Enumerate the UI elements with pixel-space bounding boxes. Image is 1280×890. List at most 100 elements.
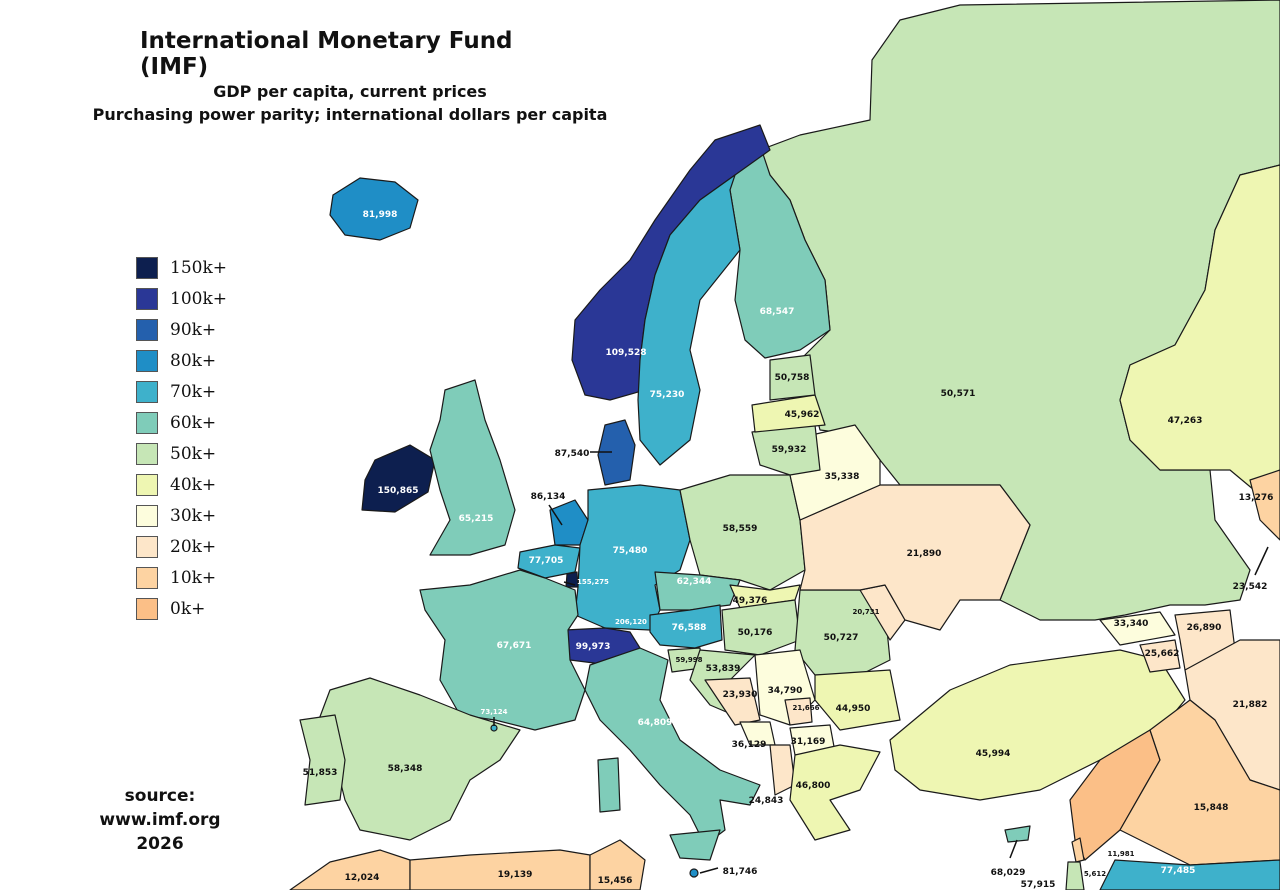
label-switzerland: 99,973 bbox=[576, 642, 611, 652]
legend-label: 20k+ bbox=[170, 536, 217, 557]
label-bosnia: 23,930 bbox=[723, 690, 758, 700]
label-turkey: 45,994 bbox=[976, 749, 1011, 759]
legend-label: 90k+ bbox=[170, 319, 217, 340]
legend-swatch bbox=[136, 380, 158, 403]
region-georgia bbox=[1099, 611, 1176, 646]
label-latvia: 45,962 bbox=[785, 410, 820, 420]
label-slovenia: 59,998 bbox=[675, 656, 702, 664]
label-belarus: 35,338 bbox=[825, 472, 860, 482]
legend-item: 20k+ bbox=[136, 531, 227, 562]
label-lebanon: 5,612 bbox=[1084, 870, 1106, 878]
label-sweden: 75,230 bbox=[650, 390, 685, 400]
region-denmark bbox=[597, 419, 636, 486]
label-malta: 81,746 bbox=[723, 867, 758, 877]
subtitle-line-1: GDP per capita, current prices bbox=[213, 82, 487, 101]
legend-item: 150k+ bbox=[136, 252, 227, 283]
legend-item: 100k+ bbox=[136, 283, 227, 314]
label-north-macedonia: 31,169 bbox=[791, 737, 826, 747]
label-uzbekistan: 13,276 bbox=[1239, 493, 1274, 503]
map-subtitle: GDP per capita, current prices Purchasin… bbox=[70, 80, 630, 126]
legend-label: 70k+ bbox=[170, 381, 217, 402]
label-saudi-arabia: 77,485 bbox=[1161, 866, 1196, 876]
label-finland: 68,547 bbox=[760, 307, 795, 317]
label-azerbaijan: 23,542 bbox=[1233, 582, 1268, 592]
label-uk: 65,215 bbox=[459, 514, 494, 524]
region-portugal bbox=[299, 714, 346, 806]
legend-swatch bbox=[136, 349, 158, 372]
label-albania: 24,843 bbox=[749, 796, 784, 806]
region-uk bbox=[429, 379, 516, 556]
region-czechia bbox=[654, 571, 741, 611]
label-estonia: 50,758 bbox=[775, 373, 810, 383]
label-montenegro: 36,129 bbox=[732, 740, 767, 750]
region-ireland bbox=[361, 444, 436, 513]
label-serbia: 34,790 bbox=[768, 686, 803, 696]
map-title: International Monetary Fund (IMF) bbox=[140, 28, 513, 80]
label-greece: 46,800 bbox=[796, 781, 831, 791]
label-poland: 58,559 bbox=[723, 524, 758, 534]
label-kazakhstan: 47,263 bbox=[1168, 416, 1203, 426]
legend-swatch bbox=[136, 287, 158, 310]
label-austria: 76,588 bbox=[672, 623, 707, 633]
legend-swatch bbox=[136, 504, 158, 527]
legend-item: 10k+ bbox=[136, 562, 227, 593]
legend-item: 80k+ bbox=[136, 345, 227, 376]
label-spain: 58,348 bbox=[388, 764, 423, 774]
region-austria bbox=[649, 604, 723, 649]
legend-label: 100k+ bbox=[170, 288, 227, 309]
label-bulgaria: 44,950 bbox=[836, 704, 871, 714]
label-czechia: 62,344 bbox=[677, 577, 712, 587]
subtitle-line-2: Purchasing power parity; international d… bbox=[92, 105, 608, 124]
label-slovakia: 49,376 bbox=[733, 596, 768, 606]
label-kosovo: 21,666 bbox=[792, 704, 819, 712]
legend-label: 10k+ bbox=[170, 567, 217, 588]
label-france: 67,671 bbox=[497, 641, 532, 651]
region-uzbekistan bbox=[1249, 469, 1280, 541]
region-cyprus bbox=[1004, 825, 1031, 843]
legend-swatch bbox=[136, 597, 158, 620]
label-iraq: 15,848 bbox=[1194, 803, 1229, 813]
legend-label: 40k+ bbox=[170, 474, 217, 495]
label-romania: 50,727 bbox=[824, 633, 859, 643]
legend-label: 80k+ bbox=[170, 350, 217, 371]
region-poland bbox=[679, 474, 806, 591]
region-bulgaria bbox=[814, 669, 901, 731]
legend-swatch bbox=[136, 442, 158, 465]
label-iceland: 81,998 bbox=[363, 210, 398, 220]
legend-item: 50k+ bbox=[136, 438, 227, 469]
label-norway: 109,528 bbox=[606, 348, 647, 358]
region-armenia bbox=[1139, 639, 1181, 673]
legend-swatch bbox=[136, 411, 158, 434]
label-luxembourg: 155,275 bbox=[577, 578, 609, 586]
legend-swatch bbox=[136, 473, 158, 496]
region-slovakia bbox=[729, 584, 801, 609]
label-morocco: 12,024 bbox=[345, 873, 380, 883]
region-tunisia bbox=[589, 839, 646, 890]
label-georgia: 33,340 bbox=[1114, 619, 1149, 629]
region-sweden bbox=[637, 174, 741, 466]
source-year: 2026 bbox=[136, 834, 184, 854]
legend-item: 70k+ bbox=[136, 376, 227, 407]
region-malta bbox=[689, 868, 699, 878]
legend-swatch bbox=[136, 318, 158, 341]
region-israel bbox=[1065, 861, 1085, 890]
label-denmark: 87,540 bbox=[555, 449, 590, 459]
source-note: source: www.imf.org 2026 bbox=[70, 784, 250, 856]
label-liechtenstein: 206,120 bbox=[615, 618, 647, 626]
region-ukraine bbox=[799, 484, 1031, 631]
label-moldova: 20,731 bbox=[852, 608, 879, 616]
region-lebanon bbox=[1071, 837, 1085, 863]
region-italy bbox=[584, 647, 761, 846]
legend: 150k+ 100k+ 90k+ 80k+ 70k+ 60k+ 50k+ 40k… bbox=[136, 252, 227, 624]
legend-item: 30k+ bbox=[136, 500, 227, 531]
legend-label: 60k+ bbox=[170, 412, 217, 433]
region-saudi-arabia bbox=[1099, 859, 1280, 890]
label-germany: 75,480 bbox=[613, 546, 648, 556]
region-bosnia bbox=[704, 677, 761, 726]
region-kosovo bbox=[784, 697, 813, 726]
label-netherlands: 86,134 bbox=[531, 492, 566, 502]
legend-label: 150k+ bbox=[170, 257, 227, 278]
legend-label: 0k+ bbox=[170, 598, 206, 619]
label-hungary: 50,176 bbox=[738, 628, 773, 638]
